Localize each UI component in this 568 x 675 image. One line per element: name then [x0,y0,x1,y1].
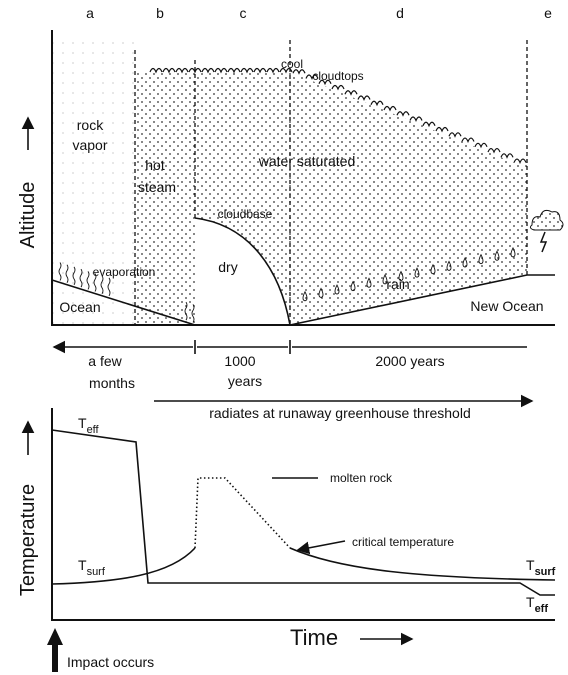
t-surf-curve [51,547,196,585]
region-label: water saturated [258,153,356,169]
curve-label: Teff [526,594,548,615]
region-label: hot [145,157,165,173]
y-axis-label: Altitude [17,182,39,249]
phase-label: c [240,5,247,21]
symbol: T [78,557,87,573]
region-label: rain [386,276,409,292]
subscript: surf [87,566,106,578]
saturated-region [135,72,527,325]
phase-label: b [156,5,164,21]
raindrop [446,260,452,271]
span-label: 1000 [224,353,255,369]
span-label: radiates at runaway greenhouse threshold [209,405,471,421]
rock-vapor-region [52,40,135,325]
raindrop [494,250,500,261]
annotation-arrow [272,477,346,550]
raindrop [510,246,516,258]
t-eff-curve [51,429,555,596]
annotation: molten rock [330,471,393,485]
raindrop [430,263,436,275]
phase-boundaries [134,40,528,325]
subscript: eff [535,603,549,615]
region-label: cloudtops [312,69,363,83]
raindrop [334,284,340,295]
subscript: eff [87,424,100,436]
region-label: evaporation [93,265,156,279]
phase-label: e [544,5,552,21]
raindrop [398,270,404,282]
regions [52,40,527,325]
curve-label: Teff [78,415,100,436]
span-label: 2000 years [375,353,444,369]
top-axes [51,30,555,326]
lightning [539,231,548,253]
span-label: years [228,373,262,389]
dry-region [195,218,290,325]
raindrop [366,277,372,288]
bottom-axes [51,408,555,621]
raindrop [478,253,484,265]
raindrop [350,280,356,292]
symbol: T [526,557,535,573]
curve-label: Tsurf [526,557,556,578]
impact-arrow [47,628,63,672]
timeline: a few months 1000 years 2000 years radia… [54,340,532,421]
subscript: surf [535,566,556,578]
t-surf-curve [289,547,556,581]
phase-label: a [86,5,94,21]
region-label: Ocean [59,299,100,315]
span-label: a few [88,353,122,369]
decorations [58,67,564,323]
region-label: vapor [72,137,107,153]
phase-label: d [396,5,404,21]
symbol: T [526,594,535,610]
curve-label: Tsurf [78,557,106,578]
y-axis-label: Temperature [17,484,39,596]
annotation: critical temperature [352,535,454,549]
region-label: steam [138,179,176,195]
region-label: cool [281,57,303,71]
raindrop [318,287,324,298]
symbol: T [78,415,87,431]
raindrop [382,273,388,285]
storm-cloud [529,209,564,231]
region-label: New Ocean [470,298,543,314]
evaporation [58,262,195,323]
raindrop [302,290,308,302]
raindrop [414,267,420,278]
region-label: cloudbase [218,207,273,221]
surface-lines [51,217,555,326]
x-axis-label: Time [290,625,338,650]
region-label: rock [77,117,104,133]
t-surf-molten [194,477,291,549]
span-label: months [89,375,135,391]
raindrop [462,257,468,268]
impact-label: Impact occurs [67,654,154,670]
region-label: dry [218,259,237,275]
timeline-arrow [54,347,532,401]
cloudtops [149,67,527,165]
timeline-tick [194,340,291,354]
